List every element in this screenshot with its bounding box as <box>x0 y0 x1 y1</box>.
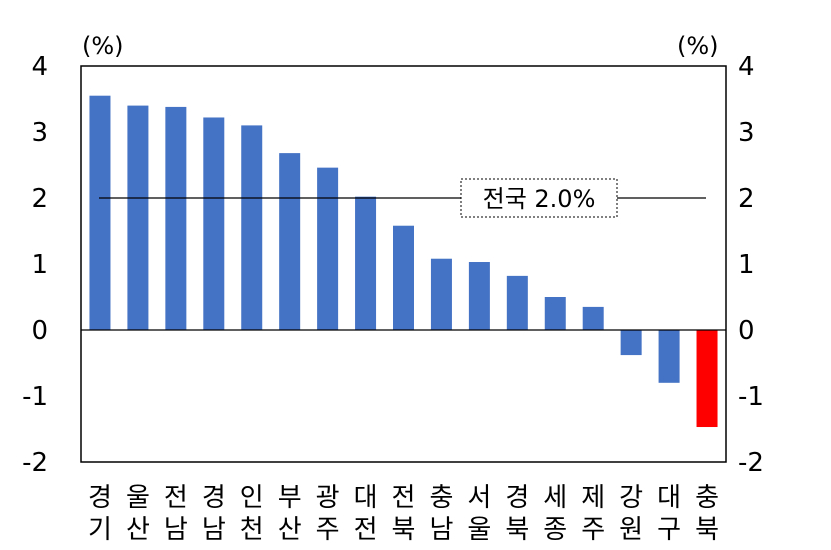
category-label: 세 <box>543 483 567 513</box>
category-label: 광 <box>316 483 340 513</box>
bars <box>89 95 718 428</box>
category-label: 구 <box>657 515 681 545</box>
y-tick-left: -1 <box>22 382 48 412</box>
category-label: 북 <box>695 515 719 545</box>
bar <box>506 275 528 330</box>
category-label: 경 <box>505 483 529 513</box>
bar <box>241 125 263 331</box>
category-label: 종 <box>543 515 567 545</box>
category-label: 주 <box>316 515 340 545</box>
bar <box>430 258 452 330</box>
bar <box>89 95 111 330</box>
category-label: 산 <box>126 515 150 545</box>
y-tick-right: 0 <box>738 316 755 346</box>
category-label: 서 <box>467 483 491 513</box>
bar <box>165 106 187 330</box>
category-label: 울 <box>467 515 491 545</box>
national-average-label-box <box>460 178 618 218</box>
category-label: 주 <box>581 515 605 545</box>
bar <box>203 117 225 330</box>
category-label: 남 <box>202 515 226 545</box>
category-label: 울 <box>126 483 150 513</box>
category-label: 대 <box>657 483 681 513</box>
category-label: 기 <box>88 515 112 545</box>
y-tick-right: 3 <box>738 118 755 148</box>
national-average-label: 전국 2.0% <box>483 185 596 213</box>
category-label: 북 <box>505 515 529 545</box>
right-axis-ticks: -2 -1 0 1 2 3 4 <box>738 52 764 478</box>
category-label: 남 <box>429 515 453 545</box>
y-tick-left: 2 <box>31 184 48 214</box>
y-tick-right: -1 <box>738 382 764 412</box>
y-tick-left: -2 <box>22 448 48 478</box>
category-label: 대 <box>354 483 378 513</box>
y-tick-right: 2 <box>738 184 755 214</box>
plot-area <box>80 65 727 463</box>
y-tick-right: 4 <box>738 52 755 82</box>
category-label: 제 <box>581 483 605 513</box>
category-label: 남 <box>164 515 188 545</box>
bar <box>620 330 642 356</box>
y-tick-right: 1 <box>738 250 755 280</box>
bar <box>658 330 680 383</box>
bar <box>582 306 604 330</box>
bar <box>127 105 149 330</box>
category-label: 강 <box>619 483 643 513</box>
category-label: 북 <box>392 515 416 545</box>
bar <box>355 196 377 330</box>
bar <box>468 262 490 330</box>
category-label: 전 <box>354 515 378 545</box>
left-axis-unit: (%) <box>82 32 124 60</box>
category-label: 경 <box>88 483 112 513</box>
category-label: 천 <box>240 515 264 545</box>
bar <box>544 297 566 330</box>
right-axis-unit: (%) <box>677 32 719 60</box>
bar <box>393 225 414 330</box>
category-label: 충 <box>429 483 453 513</box>
category-label: 인 <box>240 483 264 513</box>
y-tick-left: 1 <box>31 250 48 280</box>
y-tick-left: 4 <box>31 52 48 82</box>
category-label: 경 <box>202 483 226 513</box>
y-tick-left: 0 <box>31 316 48 346</box>
y-tick-right: -2 <box>738 448 764 478</box>
category-label: 부 <box>278 483 302 513</box>
category-label: 전 <box>392 483 416 513</box>
bar <box>279 153 301 330</box>
y-tick-left: 3 <box>31 118 48 148</box>
category-label: 원 <box>619 515 643 545</box>
category-label: 충 <box>695 483 719 513</box>
bar <box>696 330 718 428</box>
bar <box>317 167 339 330</box>
category-label: 전 <box>164 483 188 513</box>
left-axis-ticks: -2 -1 0 1 2 3 4 <box>22 52 48 478</box>
category-label: 산 <box>278 515 302 545</box>
